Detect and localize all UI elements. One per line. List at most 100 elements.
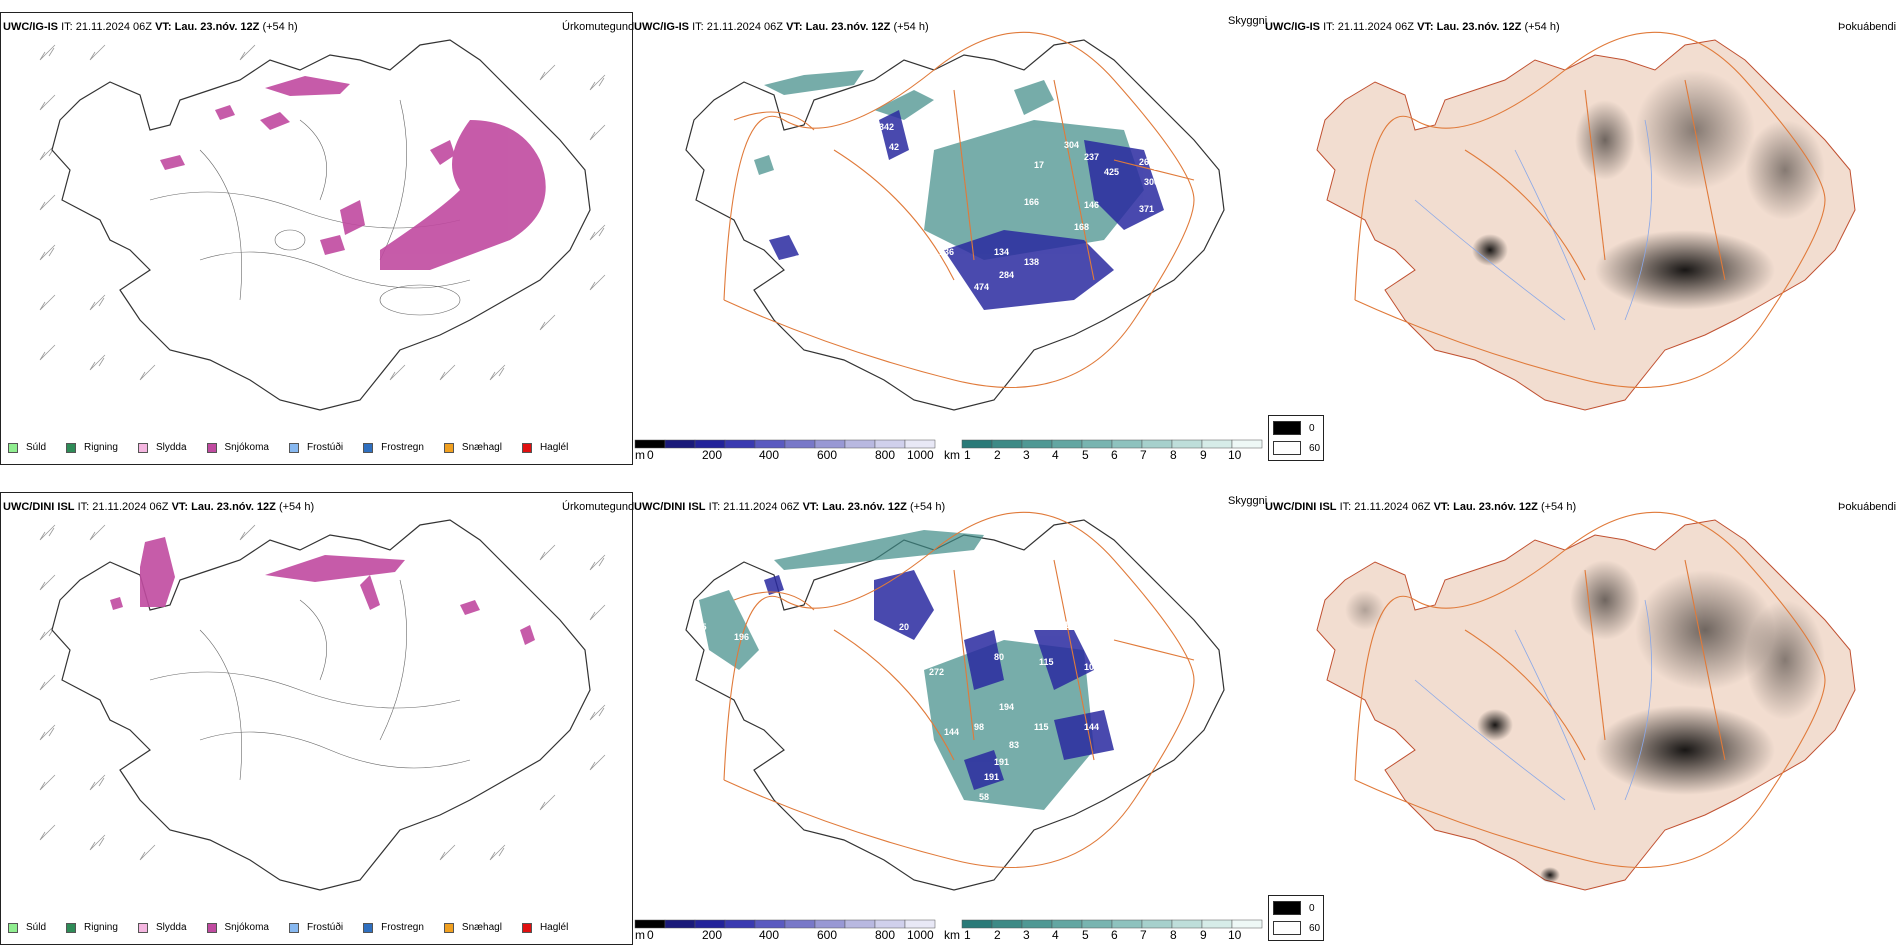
cloud-labels: 342 20 42 80 17 304 237 425 262 277 300 166 146 371 16… — [794, 122, 1169, 292]
iceland-outline — [51, 39, 591, 411]
roads — [1354, 511, 1826, 869]
precip-type-panel — [0, 12, 633, 465]
cloud-base-label: 110 — [1079, 632, 1094, 642]
cloud-base-label: 104 — [1084, 662, 1099, 672]
cloudbase-tick-2: 400 — [759, 448, 780, 462]
cloudbase-tick-2: 400 — [759, 928, 780, 942]
cloudbase-ticks: 0 200 400 600 800 1000 — [635, 448, 935, 464]
row-1: UWC/IG-IS IT: 21.11.2024 06Z VT: Lau. 23… — [0, 12, 1896, 465]
visibility-tick-3: 4 — [1052, 928, 1059, 942]
cloudbase-tick-5: 1000 — [907, 448, 934, 462]
cloudbase-colorbar — [634, 919, 936, 929]
cloud-base-label: 76 — [864, 632, 874, 642]
legend-item-6: Snæhagl — [443, 922, 502, 933]
colorbar-bin — [1201, 919, 1233, 929]
legend-item-6: Snæhagl — [443, 442, 502, 453]
colorbar-bin — [1051, 439, 1083, 449]
legend-swatch — [443, 442, 454, 453]
it-value: 21.11.2024 06Z — [723, 501, 800, 513]
row-2: UWC/DINI ISL IT: 21.11.2024 06Z VT: Lau.… — [0, 480, 1900, 950]
cloud-base-label: 166 — [1024, 197, 1039, 207]
roads — [723, 511, 1195, 869]
colorbar-bin — [634, 439, 666, 449]
legend-swatch — [206, 922, 217, 933]
colorbar-bin — [1231, 919, 1263, 929]
vt-value: Lau. 23.nóv. 12Z — [191, 501, 276, 513]
colorbar-bin — [1231, 439, 1263, 449]
panel-header: UWC/IG-IS IT: 21.11.2024 06Z VT: Lau. 23… — [1265, 21, 1560, 33]
cloud-base-label: 168 — [1074, 222, 1089, 232]
cloud-base-label: 277 — [1154, 162, 1169, 172]
legend-item-1: Rigning — [66, 442, 118, 453]
cloudbase-tick-3: 600 — [817, 448, 838, 462]
legend-item-2: Slydda — [137, 442, 187, 453]
panel-title-visibility: Skyggni — [1228, 495, 1268, 507]
legend-item-7: Haglél — [521, 442, 568, 453]
cloud-base-label: 371 — [1139, 204, 1154, 214]
visibility-tick-9: 10 — [1228, 448, 1242, 462]
legend-swatch — [521, 442, 532, 453]
legend-swatch — [521, 922, 532, 933]
cloud-base-label: 196 — [734, 632, 749, 642]
legend-swatch — [137, 442, 148, 453]
cloud-base-label: 9 — [939, 632, 944, 642]
cloud-base-label: 153 — [1064, 620, 1079, 630]
panel-header: UWC/IG-IS IT: 21.11.2024 06Z VT: Lau. 23… — [3, 21, 298, 33]
vt-label: VT: — [171, 501, 189, 513]
land-contours — [149, 99, 471, 316]
visibility-tick-8: 9 — [1200, 928, 1207, 942]
fog-legend: 0 60 — [1268, 895, 1324, 941]
colorbar-bin — [664, 439, 696, 449]
snow-areas — [160, 76, 546, 270]
model-name: UWC/DINI ISL — [1265, 501, 1337, 513]
cloud-base-label: 115 — [1034, 722, 1049, 732]
snow-areas — [110, 537, 535, 645]
colorbar-bin — [664, 919, 696, 929]
fog-legend-row: 60 — [1273, 918, 1323, 938]
vt-value: Lau. 23.nóv. 12Z — [805, 21, 891, 33]
colorbar-bin — [961, 439, 993, 449]
cloud-base-label: 144 — [1084, 722, 1099, 732]
cloud-base-label: 300 — [1144, 177, 1159, 187]
cloudbase-tick-0: 0 — [647, 448, 654, 462]
visibility-colorbar — [961, 919, 1263, 929]
cloud-base-label: 115 — [692, 622, 707, 632]
visibility-tick-1: 2 — [994, 928, 1001, 942]
legend-swatch — [363, 442, 374, 453]
rivers — [1414, 599, 1653, 811]
cloud-base-label: 272 — [929, 667, 944, 677]
colorbar-bin — [991, 439, 1023, 449]
colorbar-bin — [844, 919, 876, 929]
visibility-tick-9: 10 — [1228, 928, 1242, 942]
fog-map — [1316, 511, 1856, 891]
vt-label: VT: — [1433, 501, 1451, 513]
it-label: IT: — [61, 21, 73, 33]
fog-patches — [1345, 560, 1825, 883]
colorbar-bin — [844, 439, 876, 449]
cloud-base-label: 136 — [939, 247, 954, 257]
cloudbase-tick-5: 1000 — [907, 928, 934, 942]
colorbar-bin — [1021, 439, 1053, 449]
cloud-base-label: 191 — [994, 757, 1009, 767]
legend-swatch — [443, 922, 454, 933]
vt-label: VT: — [1417, 21, 1434, 33]
land-contours — [149, 579, 471, 781]
it-label: IT: — [1339, 501, 1352, 513]
cloud-base-label: 146 — [1084, 200, 1099, 210]
model-name: UWC/IG-IS — [3, 21, 58, 33]
visibility-unit: km — [944, 448, 960, 462]
cloud-base-label: 191 — [984, 772, 999, 782]
colorbar-bin — [754, 919, 786, 929]
fog-legend-row: 0 — [1273, 898, 1323, 918]
cloud-base-label: 58 — [979, 792, 989, 802]
cloud-base-label: 20 — [914, 142, 924, 152]
legend-swatch — [288, 922, 299, 933]
cloud-base-label: 194 — [999, 702, 1014, 712]
fog-legend-row: 60 — [1273, 438, 1323, 458]
visibility-unit: km — [944, 928, 960, 942]
precip-map — [39, 519, 606, 891]
colorbar-bin — [1171, 919, 1203, 929]
colorbar-bin — [904, 919, 936, 929]
legend-swatch — [66, 442, 77, 453]
